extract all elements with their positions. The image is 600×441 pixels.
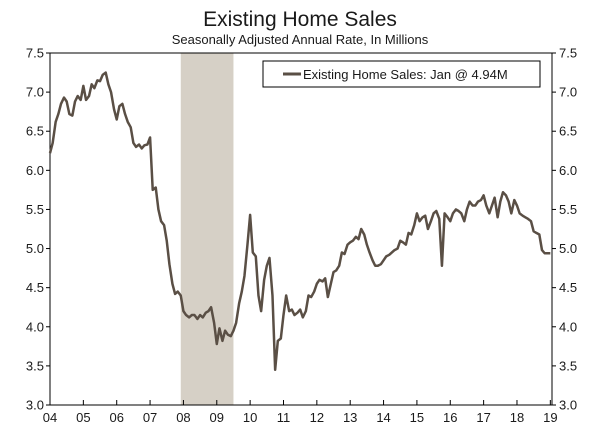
y-tick-label: 6.0 [559,163,577,178]
y-tick-label: 7.0 [559,85,577,100]
y-tick-label: 4.0 [559,319,577,334]
y-tick-label: 5.5 [26,202,44,217]
y-tick-label: 7.5 [559,46,577,61]
y-tick-label: 6.0 [26,163,44,178]
y-tick-label: 3.0 [559,398,577,413]
x-tick-label: 19 [543,410,557,425]
y-tick-label: 7.0 [26,85,44,100]
x-tick-label: 12 [310,410,324,425]
x-tick-label: 09 [210,410,224,425]
x-tick-label: 10 [243,410,257,425]
x-tick-label: 15 [410,410,424,425]
x-tick-label: 17 [476,410,490,425]
y-tick-label: 3.5 [26,358,44,373]
y-tick-label: 5.5 [559,202,577,217]
y-tick-label: 4.5 [26,280,44,295]
x-axis-ticks: 04 05 06 07 08 09 10 11 12 13 14 15 16 17 18 19 [43,400,558,425]
x-tick-label: 14 [376,410,390,425]
recession-shading [180,53,234,405]
y-tick-label: 5.0 [26,241,44,256]
y-tick-label: 3.5 [559,358,577,373]
x-tick-label: 08 [176,410,190,425]
y-tick-label: 3.0 [26,398,44,413]
x-tick-label: 11 [277,410,291,425]
x-tick-label: 05 [76,410,90,425]
x-tick-label: 18 [510,410,524,425]
legend-label: Existing Home Sales: Jan @ 4.94M [303,67,508,82]
y-tick-label: 4.0 [26,319,44,334]
legend-box [262,60,541,88]
x-tick-label: 06 [109,410,123,425]
chart-title: Existing Home Sales [203,8,397,31]
y-tick-label: 4.5 [559,280,577,295]
legend: Existing Home Sales: Jan @ 4.94M [262,60,541,88]
x-tick-label: 13 [343,410,357,425]
chart-subtitle: Seasonally Adjusted Annual Rate, In Mill… [172,32,429,47]
x-tick-label: 07 [143,410,157,425]
x-tick-label: 04 [43,410,57,425]
y-axis-left-ticks: 3.0 3.5 4.0 4.5 5.0 5.5 6.0 6.5 7.0 7.5 [26,46,50,413]
series-line-existing-home-sales [48,71,551,372]
y-tick-label: 5.0 [559,241,577,256]
plot-frame [49,52,553,406]
y-axis-right-ticks: 3.0 3.5 4.0 4.5 5.0 5.5 6.0 6.5 7.0 7.5 [552,46,577,413]
x-tick-label: 16 [443,410,457,425]
y-tick-label: 7.5 [26,46,44,61]
y-tick-label: 6.5 [26,124,44,139]
y-tick-label: 6.5 [559,124,577,139]
